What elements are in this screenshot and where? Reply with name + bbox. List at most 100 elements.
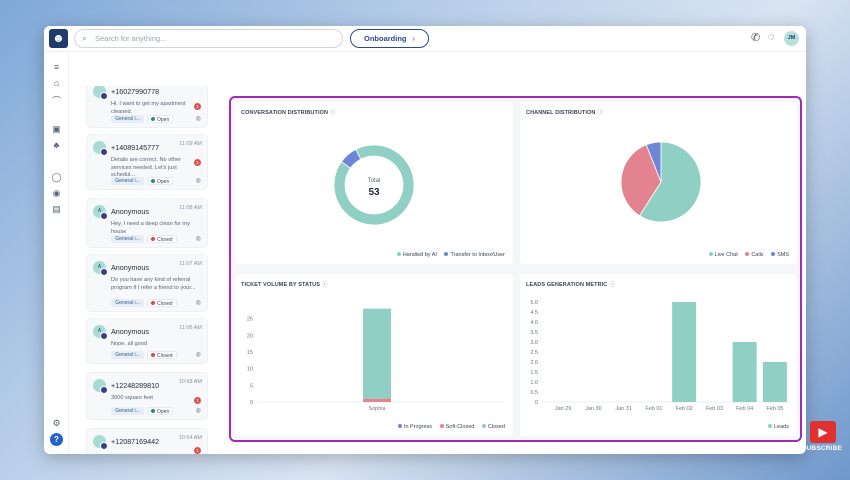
conversation-preview: Hey, I need a deep clean for my house [111,221,190,235]
channel-icon: ◍ [195,116,201,122]
conversation-name: +12087169442 [111,437,160,446]
info-icon[interactable]: ⓘ [597,110,604,116]
bar-segment [363,398,391,402]
x-tick-label: Feb 03 [706,406,723,412]
legend-item: Soft-Closed [439,424,475,430]
card-title-text: LEADS GENERATION METRIC [526,282,608,288]
conversation-preview: Hi. I want to get my apartment cleaned. [111,101,186,115]
status-badge: Open [147,407,174,415]
onboarding-button[interactable]: Onboarding › [350,29,429,48]
legend-item: Live Chat [708,252,738,258]
status-dot [151,117,155,121]
info-icon[interactable]: ⓘ [609,282,615,288]
legend-swatch [481,424,486,428]
chart-slice [340,148,362,169]
bar [732,342,757,402]
chart-legend: Live Chat Calls SMS [703,252,789,258]
list-item[interactable]: +12248289810 10:58 AM 3000 square feet 1… [86,372,208,420]
y-tick-label: 25 [247,317,253,323]
settings-icon[interactable]: ⚙ [52,418,61,428]
x-tick-label: Feb 05 [766,406,783,412]
y-tick-label: 10 [247,367,253,373]
status-label: Open [157,117,170,123]
y-tick-label: 0.5 [530,390,538,396]
left-nav-rail: ≡ ⌂ ⌒ ▣ ♣ ◯ ◉ ▤ ⚙ ? [44,52,69,454]
list-item[interactable]: +12087169442 10:54 AM 1 [86,428,208,454]
legend-label: Transfer to Inbox/User [450,252,505,258]
y-tick-label: 4.5 [530,310,538,316]
unread-badge: 1 [194,447,201,454]
status-badge: Open [147,177,174,185]
list-item[interactable]: A Anonymous 11:08 AM Hey, I need a deep … [86,198,208,248]
legend-label: Closed [487,424,505,430]
help-icon[interactable]: ? [50,433,63,446]
legend-swatch [396,252,401,256]
user-icon[interactable]: ◯ [51,172,62,182]
user-avatar[interactable]: JM [784,31,799,46]
legend-label: SMS [777,252,789,258]
legend-label: Leads [774,424,789,430]
pie-chart [620,141,702,223]
y-tick-label: 1.5 [530,370,538,376]
document-icon[interactable]: ▤ [52,204,61,214]
legend-item: Closed [481,424,505,430]
inbox-icon[interactable]: ▣ [52,124,61,134]
conversation-name: Anonymous [111,327,149,336]
legend-swatch [768,424,772,428]
category-tag: General i... [111,115,144,123]
category-tag: General i... [111,351,144,359]
app-logo[interactable]: ☻ [49,29,68,48]
contacts-icon[interactable]: ♣ [53,140,60,150]
list-item[interactable]: A Anonymous 11:06 AM Nope, all good Gene… [86,318,208,364]
legend-item: SMS [771,252,789,258]
play-icon: ▶ [810,421,836,443]
card-title-text: TICKET VOLUME BY STATUS [241,282,320,288]
y-tick-label: 0 [250,400,253,406]
category-tag: General i... [111,235,144,243]
eye-icon[interactable]: ◉ [52,188,61,198]
avatar: A [93,325,108,340]
legend-label: Live Chat [714,252,738,258]
list-item[interactable]: +14089145777 11:09 AM Details are correc… [86,134,208,190]
chat-icon[interactable]: ◌ [768,31,775,43]
app-window: ☻ ⌕ Search for anything... Onboarding › ✆… [44,26,806,454]
legend-swatch [397,424,402,428]
card-title: CHANNEL DISTRIBUTION ⓘ [526,108,603,116]
info-icon[interactable]: ⓘ [330,110,336,116]
conversation-name: Anonymous [111,263,149,272]
channel-distribution-card: CHANNEL DISTRIBUTION ⓘ Live Chat Calls SM… [520,102,797,264]
y-tick-label: 1.0 [530,380,538,386]
x-tick-label: Feb 02 [676,406,693,412]
info-icon[interactable]: ⓘ [322,282,328,288]
phone-icon[interactable]: ✆ [751,32,761,44]
bar-segment [363,308,391,399]
youtube-subscribe-badge[interactable]: ▶ SUBSCRIBE [802,421,842,454]
list-item[interactable]: +16027990778 Hi. I want to get my apartm… [86,86,208,128]
avatar: A [93,205,108,220]
conversation-name: Anonymous [111,207,149,216]
donut-chart: Total 53 [333,144,415,226]
status-badge: Open [147,115,174,123]
x-tick-label: Jan 30 [585,406,602,412]
channel-icon: ◍ [195,408,201,414]
avatar [93,86,108,100]
menu-icon[interactable]: ≡ [53,62,60,72]
home-icon[interactable]: ⌂ [53,78,60,88]
card-title: LEADS GENERATION METRIC ⓘ [526,280,615,288]
conversation-name: +12248289810 [111,381,160,390]
legend-item: Handled by AI [396,252,437,258]
legend-item: Leads [768,424,789,430]
analytics-icon[interactable]: ⌒ [51,96,61,106]
list-item[interactable]: A Anonymous 11:07 AM Do you have any kin… [86,254,208,312]
search-input[interactable]: ⌕ Search for anything... [74,29,343,48]
onboarding-label: Onboarding [364,34,407,43]
conversation-name: +14089145777 [111,143,160,152]
y-tick-label: 0 [535,400,538,406]
unread-badge: 1 [194,159,201,166]
conversation-time: 11:07 AM [179,261,202,267]
status-dot [151,301,155,305]
avatar [93,435,108,450]
card-title: CONVERSATION DISTRIBUTION ⓘ [241,108,336,116]
legend-label: Soft-Closed [445,424,475,430]
unread-badge: 1 [194,103,201,110]
